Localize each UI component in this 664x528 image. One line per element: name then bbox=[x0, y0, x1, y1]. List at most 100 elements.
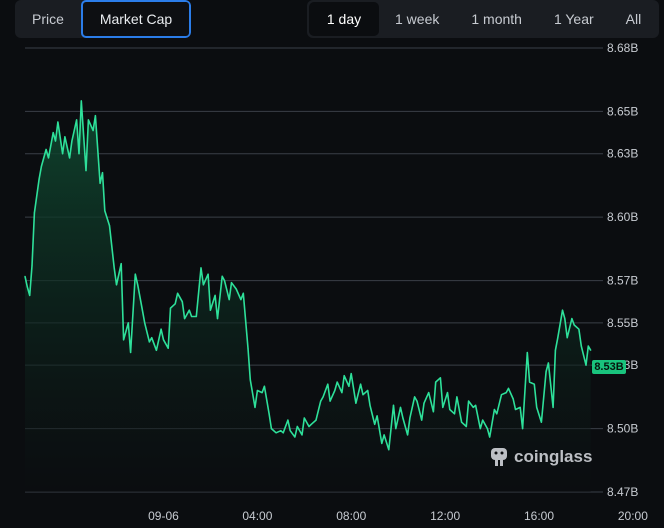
data-point bbox=[514, 408, 517, 411]
data-point bbox=[235, 288, 237, 290]
x-tick-label: 09-06 bbox=[148, 509, 179, 523]
data-point bbox=[336, 381, 338, 383]
data-point bbox=[350, 373, 352, 375]
price-toggle-button[interactable]: Price bbox=[32, 11, 64, 27]
x-tick-label: 04:00 bbox=[242, 509, 272, 523]
data-point bbox=[399, 406, 402, 408]
data-point bbox=[578, 328, 580, 330]
data-point bbox=[64, 136, 66, 138]
y-tick-label: 8.47B bbox=[607, 485, 638, 499]
data-point bbox=[137, 284, 139, 286]
data-point bbox=[315, 419, 317, 421]
data-point bbox=[94, 115, 96, 117]
data-point bbox=[472, 406, 474, 408]
data-point bbox=[209, 309, 211, 311]
data-point bbox=[207, 273, 209, 275]
data-point bbox=[29, 294, 31, 296]
data-point bbox=[468, 400, 470, 402]
y-tick-label: 8.63B bbox=[607, 147, 638, 161]
y-tick-label: 8.60B bbox=[607, 210, 638, 224]
metric-toggle-group: Price Market Cap bbox=[15, 0, 191, 38]
y-tick-label: 8.65B bbox=[607, 104, 638, 118]
data-point bbox=[456, 396, 458, 398]
data-point bbox=[174, 303, 176, 305]
x-tick-label: 08:00 bbox=[336, 509, 366, 523]
data-point bbox=[155, 349, 157, 351]
data-point bbox=[282, 432, 284, 434]
data-point bbox=[489, 436, 491, 438]
data-point bbox=[486, 428, 488, 430]
data-point bbox=[414, 396, 416, 398]
data-point bbox=[78, 153, 80, 155]
data-point bbox=[475, 404, 477, 406]
data-point bbox=[310, 423, 312, 425]
data-point bbox=[536, 406, 538, 408]
range-1-month-button[interactable]: 1 month bbox=[471, 11, 522, 27]
data-point bbox=[533, 383, 535, 385]
data-point bbox=[108, 225, 111, 227]
area-fill bbox=[25, 100, 591, 493]
data-point bbox=[552, 406, 554, 408]
data-point bbox=[453, 413, 456, 415]
data-point bbox=[216, 318, 219, 320]
data-point bbox=[407, 434, 409, 436]
data-point bbox=[381, 442, 383, 444]
data-point bbox=[280, 430, 282, 432]
data-point bbox=[101, 172, 104, 174]
data-point bbox=[442, 406, 444, 408]
data-point bbox=[57, 121, 59, 123]
data-point bbox=[341, 392, 343, 394]
y-tick-label: 8.55B bbox=[607, 316, 638, 330]
data-point bbox=[301, 434, 303, 436]
coinglass-watermark: coinglass bbox=[488, 446, 592, 468]
data-point bbox=[449, 408, 451, 411]
data-point bbox=[270, 428, 272, 430]
data-point bbox=[148, 341, 150, 343]
range-1-year-button[interactable]: 1 Year bbox=[553, 11, 594, 27]
data-point bbox=[221, 275, 223, 277]
data-point bbox=[162, 339, 165, 341]
data-point bbox=[127, 322, 129, 324]
market-cap-toggle-button[interactable]: Market Cap bbox=[81, 0, 191, 38]
data-point bbox=[423, 402, 425, 404]
data-point bbox=[561, 309, 564, 311]
data-point bbox=[308, 425, 310, 428]
data-point bbox=[52, 132, 54, 134]
data-point bbox=[40, 165, 43, 167]
data-point bbox=[493, 408, 495, 411]
data-point bbox=[320, 400, 322, 402]
data-point bbox=[409, 417, 411, 419]
data-point bbox=[496, 413, 498, 415]
range-all-button[interactable]: All bbox=[625, 11, 642, 27]
data-point bbox=[263, 385, 265, 387]
range-1-week-button[interactable]: 1 week bbox=[395, 11, 440, 27]
data-point bbox=[526, 351, 528, 354]
data-point bbox=[167, 347, 169, 349]
data-point bbox=[402, 417, 404, 419]
data-point bbox=[160, 328, 162, 330]
data-point bbox=[465, 425, 467, 428]
y-tick-label: 8.68B bbox=[607, 41, 638, 55]
data-point bbox=[566, 337, 568, 339]
data-point bbox=[374, 423, 376, 425]
data-point bbox=[123, 339, 125, 341]
data-point bbox=[54, 140, 57, 142]
x-tick-label: 20:00 bbox=[618, 509, 648, 523]
y-tick-label: 8.50B bbox=[607, 422, 638, 436]
data-point bbox=[416, 400, 418, 402]
data-point bbox=[303, 417, 305, 419]
data-point bbox=[85, 170, 87, 172]
data-point bbox=[120, 263, 122, 265]
data-point bbox=[62, 153, 64, 155]
data-point bbox=[115, 284, 118, 286]
data-point bbox=[367, 389, 369, 392]
data-point bbox=[334, 389, 336, 392]
data-point bbox=[360, 383, 362, 385]
coinglass-logo-icon bbox=[491, 448, 507, 466]
data-point bbox=[33, 212, 36, 214]
range-1-day-button[interactable]: 1 day bbox=[309, 2, 379, 36]
data-point bbox=[69, 157, 71, 159]
data-point bbox=[479, 428, 481, 430]
data-point bbox=[113, 267, 115, 269]
